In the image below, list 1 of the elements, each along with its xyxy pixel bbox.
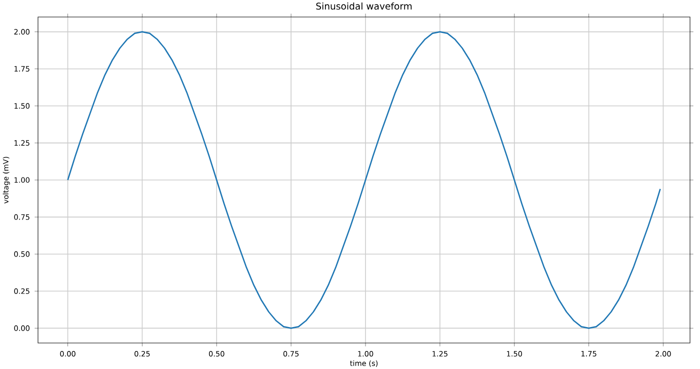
chart-title: Sinusoidal waveform [316, 2, 412, 10]
